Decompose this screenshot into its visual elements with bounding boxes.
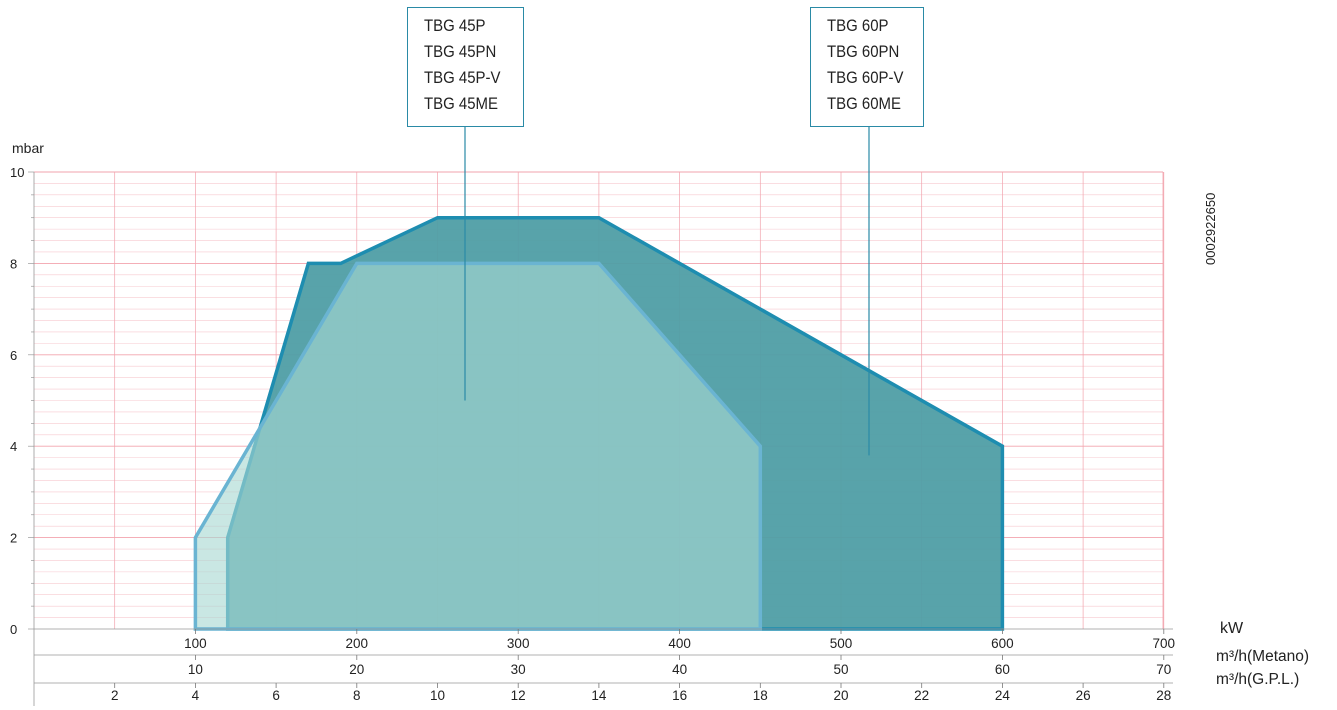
y-tick-label: 10 xyxy=(10,165,24,180)
x-tick-label-kw: 300 xyxy=(507,636,530,651)
x-tick-label-gpl: 4 xyxy=(192,688,200,703)
x-tick-label-gpl: 18 xyxy=(753,688,768,703)
x-tick-label-gpl: 2 xyxy=(111,688,119,703)
x-tick-label-kw: 400 xyxy=(668,636,691,651)
x-tick-label-gpl: 10 xyxy=(430,688,445,703)
legend-tbg60: TBG 60P TBG 60PN TBG 60P-V TBG 60ME xyxy=(810,7,924,127)
legend-tbg60-line: TBG 60P xyxy=(827,16,889,35)
x-tick-label-metano: 40 xyxy=(672,662,687,677)
legend-tbg45-line: TBG 45P-V xyxy=(424,68,501,87)
x-tick-label-gpl: 6 xyxy=(272,688,280,703)
x-tick-label-gpl: 14 xyxy=(591,688,607,703)
drawing-code: 0002922650 xyxy=(1203,193,1218,265)
x-tick-label-gpl: 22 xyxy=(914,688,929,703)
x-tick-label-kw: 100 xyxy=(184,636,207,651)
x-tick-label-metano: 70 xyxy=(1156,662,1171,677)
legend-tbg60-line: TBG 60PN xyxy=(827,42,900,61)
legend-tbg45-line: TBG 45PN xyxy=(424,42,497,61)
x-tick-label-metano: 20 xyxy=(349,662,364,677)
x-tick-label-metano: 10 xyxy=(188,662,203,677)
legend-tbg45: TBG 45P TBG 45PN TBG 45P-V TBG 45ME xyxy=(407,7,524,127)
x-tick-label-gpl: 28 xyxy=(1156,688,1171,703)
y-tick-label: 0 xyxy=(10,622,17,637)
y-tick-label: 6 xyxy=(10,348,17,363)
legend-tbg45-line: TBG 45P xyxy=(424,16,486,35)
legend-tbg60-line: TBG 60ME xyxy=(827,94,902,113)
axis-unit-gpl: m³/h(G.P.L.) xyxy=(1216,671,1299,688)
y-axis-label: mbar xyxy=(12,140,44,156)
axis-unit-kw: kW xyxy=(1220,620,1244,637)
area-series xyxy=(193,215,1005,631)
leader-lines xyxy=(464,127,870,456)
y-tick-label: 2 xyxy=(10,531,17,546)
legend-tbg45-line: TBG 45ME xyxy=(424,94,499,113)
x-tick-label-metano: 30 xyxy=(511,662,526,677)
x-tick-label-kw: 200 xyxy=(346,636,369,651)
y-tick-label: 8 xyxy=(10,256,17,271)
x-tick-label-metano: 60 xyxy=(995,662,1010,677)
x-tick-label-kw: 500 xyxy=(830,636,853,651)
y-tick-label: 4 xyxy=(10,439,17,454)
axis-unit-metano: m³/h(Metano) xyxy=(1216,648,1309,665)
x-tick-label-gpl: 26 xyxy=(1076,688,1091,703)
x-tick-label-gpl: 24 xyxy=(995,688,1011,703)
x-tick-label-gpl: 8 xyxy=(353,688,361,703)
x-tick-label-gpl: 20 xyxy=(833,688,848,703)
x-tick-label-kw: 700 xyxy=(1153,636,1176,651)
legend-tbg60-line: TBG 60P-V xyxy=(827,68,904,87)
x-tick-label-gpl: 16 xyxy=(672,688,687,703)
x-tick-label-metano: 50 xyxy=(833,662,848,677)
x-tick-label-kw: 600 xyxy=(991,636,1014,651)
x-tick-label-gpl: 12 xyxy=(511,688,526,703)
